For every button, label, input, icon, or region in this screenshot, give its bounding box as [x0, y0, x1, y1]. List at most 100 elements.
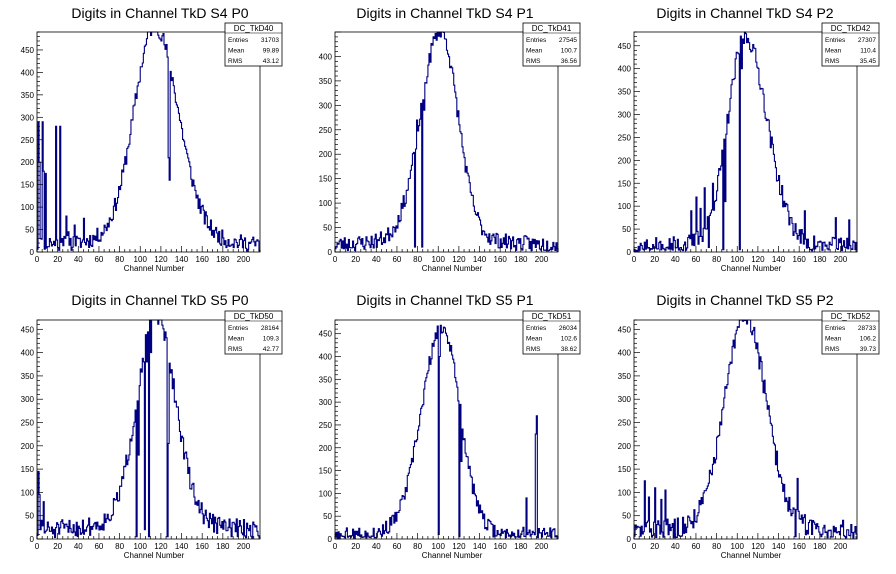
- chart-title: Digits in Channel TkD S5 P0: [71, 292, 248, 308]
- y-tick-label: 350: [618, 372, 632, 381]
- x-axis-title: Channel Number: [422, 264, 483, 273]
- chart-title: Digits in Channel TkD S4 P0: [71, 5, 248, 21]
- stats-label: Mean: [526, 336, 543, 343]
- x-tick-label: 140: [772, 542, 786, 551]
- stats-label: RMS: [825, 346, 840, 353]
- y-tick-label: 100: [618, 202, 632, 211]
- x-tick-label: 200: [237, 542, 251, 551]
- stats-value: 27307: [858, 37, 876, 44]
- stats-label: Mean: [228, 336, 245, 343]
- stats-value: 31703: [261, 37, 279, 44]
- stats-label: Mean: [228, 48, 245, 55]
- stats-value: 27545: [559, 37, 577, 44]
- x-tick-label: 0: [333, 542, 338, 551]
- plot-frame: [36, 31, 261, 253]
- x-tick-label: 160: [494, 542, 508, 551]
- x-tick-label: 100: [432, 542, 446, 551]
- y-tick-label: 200: [618, 156, 632, 165]
- chart-title: Digits in Channel TkD S5 P1: [356, 292, 533, 308]
- stats-label: Mean: [825, 336, 842, 343]
- y-tick-label: 300: [21, 395, 35, 404]
- x-tick-label: 40: [74, 255, 83, 264]
- y-tick-label: 250: [319, 421, 333, 430]
- stats-label: Entries: [526, 37, 547, 44]
- y-tick-label: 450: [618, 325, 632, 334]
- x-tick-label: 20: [53, 542, 62, 551]
- x-tick-label: 180: [813, 542, 827, 551]
- y-tick-label: 200: [618, 442, 632, 451]
- y-tick-label: 0: [30, 248, 35, 257]
- y-tick-label: 250: [21, 419, 35, 428]
- y-tick-label: 150: [618, 465, 632, 474]
- y-tick-label: 400: [21, 68, 35, 77]
- y-tick-label: 250: [618, 133, 632, 142]
- stats-box: DC_TkD52 Entries 28733 Mean 106.2 RMS 39.73: [821, 310, 880, 355]
- histogram-panel: Digits in Channel TkD S5 P1 0 20 40 60 80 100 1…: [319, 292, 581, 560]
- histogram-line: [334, 324, 559, 539]
- stats-box: DC_TkD42 Entries 27307 Mean 110.4 RMS 35.45: [821, 22, 880, 67]
- stats-label: Mean: [825, 48, 842, 55]
- y-tick-label: 100: [21, 203, 35, 212]
- plot-frame: [633, 319, 858, 540]
- stats-box: DC_TkD51 Entries 26034 Mean 102.6 RMS 38.62: [522, 310, 581, 355]
- y-tick-label: 250: [319, 126, 333, 135]
- y-tick-label: 400: [319, 52, 333, 61]
- x-tick-label: 120: [751, 542, 765, 551]
- x-tick-label: 80: [115, 255, 124, 264]
- y-tick-label: 50: [622, 225, 631, 234]
- y-tick-label: 50: [323, 224, 332, 233]
- stats-histogram-name: DC_TkD42: [831, 24, 871, 33]
- stats-histogram-name: DC_TkD40: [234, 24, 274, 33]
- histogram-line: [36, 31, 261, 252]
- y-tick-label: 200: [319, 444, 333, 453]
- x-tick-label: 120: [154, 542, 168, 551]
- y-tick-label: 200: [21, 442, 35, 451]
- stats-box-frame: [224, 22, 283, 67]
- stats-label: RMS: [228, 58, 243, 65]
- stats-label: Entries: [526, 325, 547, 332]
- stats-value: 106.2: [860, 336, 877, 343]
- y-tick-label: 100: [319, 199, 333, 208]
- y-tick-label: 100: [319, 489, 333, 498]
- x-tick-label: 160: [494, 255, 508, 264]
- x-tick-label: 200: [237, 255, 251, 264]
- x-tick-label: 140: [175, 542, 189, 551]
- stats-value: 99.89: [263, 48, 280, 55]
- y-tick-label: 250: [21, 136, 35, 145]
- x-tick-label: 200: [535, 542, 549, 551]
- stats-value: 35.45: [860, 58, 877, 65]
- x-tick-label: 0: [632, 542, 637, 551]
- y-tick-label: 300: [618, 395, 632, 404]
- x-tick-label: 80: [413, 542, 422, 551]
- stats-box-frame: [522, 310, 581, 355]
- chart-title: Digits in Channel TkD S4 P2: [656, 5, 833, 21]
- y-tick-label: 450: [319, 330, 333, 339]
- x-axis-title: Channel Number: [124, 551, 185, 560]
- x-tick-label: 40: [671, 542, 680, 551]
- x-tick-label: 180: [514, 542, 528, 551]
- x-axis-title: Channel Number: [721, 551, 782, 560]
- stats-label: RMS: [825, 58, 840, 65]
- x-tick-label: 200: [834, 542, 848, 551]
- stats-value: 110.4: [860, 48, 876, 55]
- stats-value: 43.12: [263, 58, 280, 65]
- x-tick-label: 160: [793, 255, 807, 264]
- x-tick-label: 200: [535, 255, 549, 264]
- y-tick-label: 150: [319, 175, 333, 184]
- chart-title: Digits in Channel TkD S5 P2: [656, 292, 833, 308]
- y-tick-label: 400: [21, 349, 35, 358]
- y-tick-label: 150: [21, 181, 35, 190]
- y-tick-label: 300: [21, 113, 35, 122]
- stats-box-frame: [522, 22, 581, 67]
- y-tick-label: 0: [627, 535, 632, 544]
- x-tick-label: 20: [351, 542, 360, 551]
- x-tick-label: 120: [751, 255, 765, 264]
- plot-frame: [334, 31, 559, 253]
- x-tick-label: 80: [712, 542, 721, 551]
- histogram-panel: Digits in Channel TkD S5 P0 0 20 40 60 80 100 1…: [21, 292, 283, 560]
- x-tick-label: 0: [35, 542, 40, 551]
- y-tick-label: 400: [319, 353, 333, 362]
- y-tick-label: 300: [618, 111, 632, 120]
- y-tick-label: 0: [627, 248, 632, 257]
- stats-box-frame: [821, 22, 880, 67]
